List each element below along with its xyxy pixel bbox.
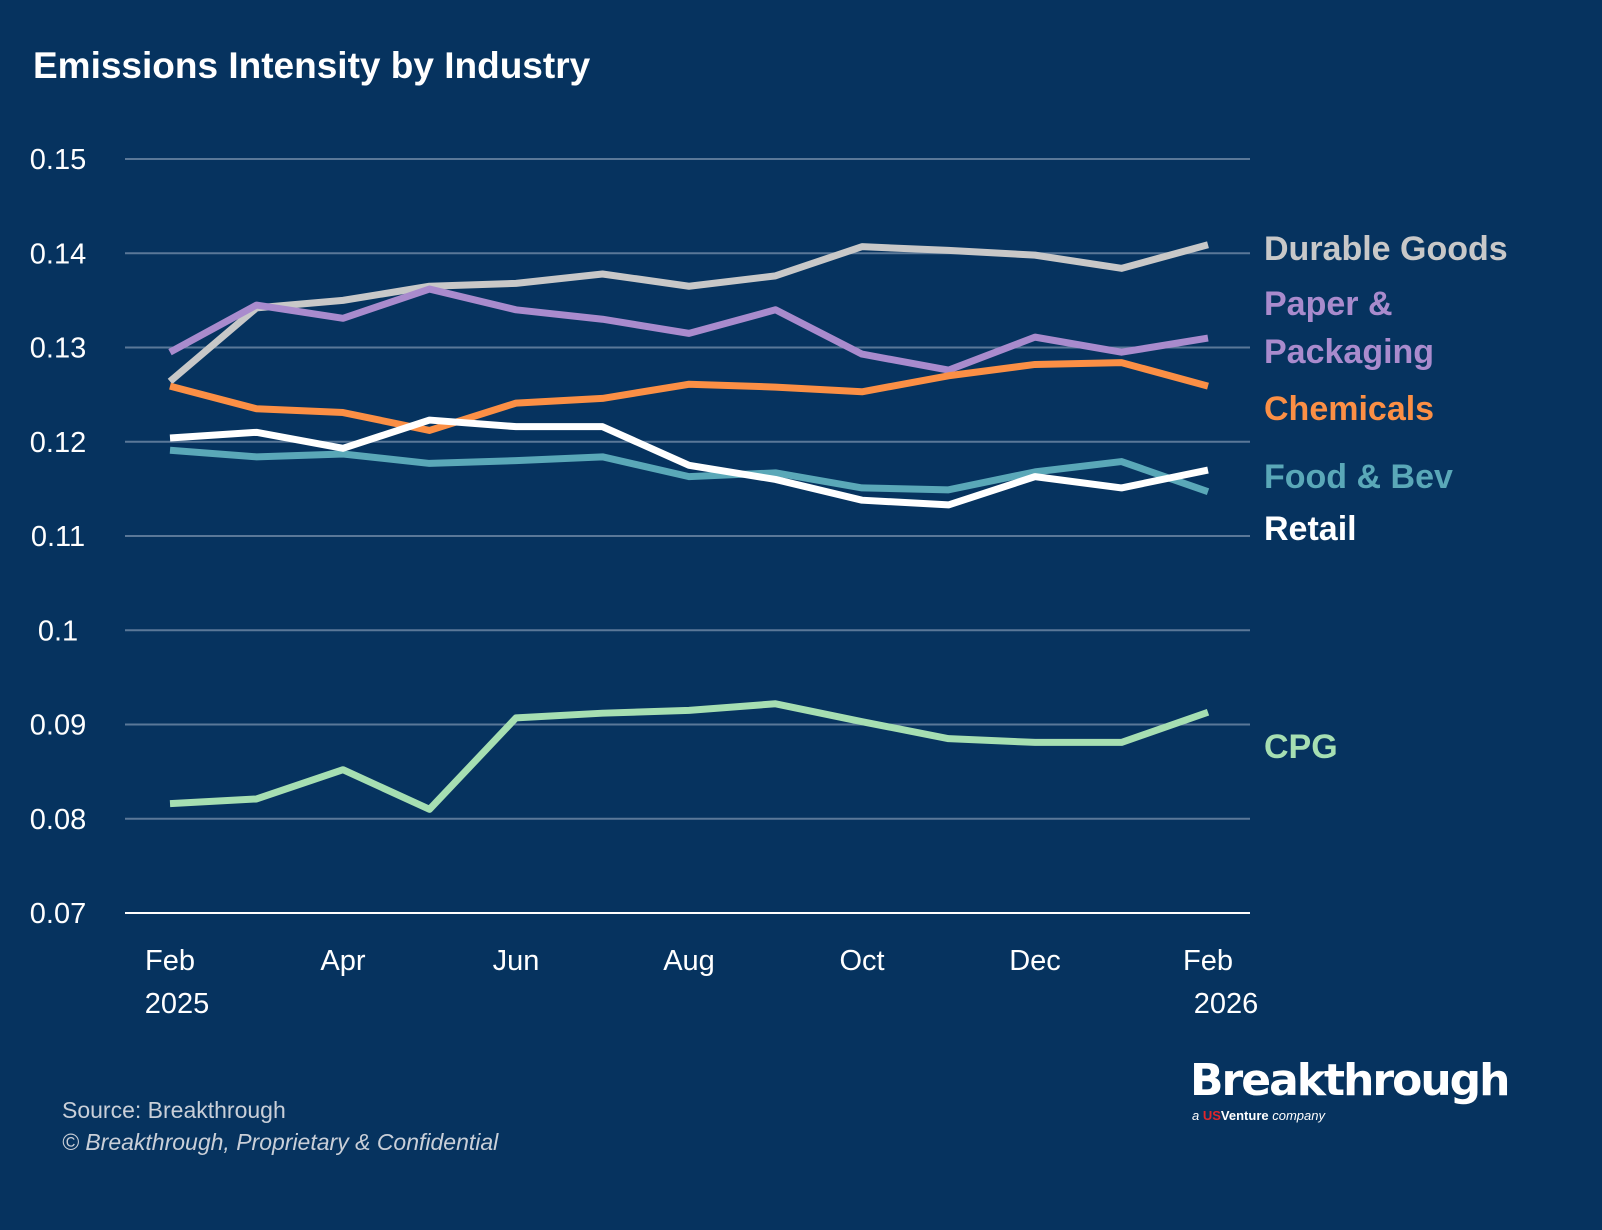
- y-tick-label: 0.08: [30, 804, 86, 836]
- x-tick-label: Aug: [663, 945, 715, 977]
- x-tick-label-year: 2026: [1194, 988, 1259, 1020]
- logo-tagline-prefix: a: [1192, 1108, 1200, 1123]
- series-label: Packaging: [1264, 333, 1434, 371]
- series-line-cpg: [169, 700, 1210, 813]
- y-tick-label: 0.11: [31, 521, 85, 553]
- x-tick-label: Feb: [1183, 945, 1233, 977]
- y-tick-label: 0.1: [38, 615, 78, 647]
- logo-tagline: a USVenture company: [1190, 1108, 1508, 1123]
- logo-tagline-us: US: [1202, 1108, 1221, 1123]
- logo-wordmark: Breakthrough: [1190, 1055, 1510, 1106]
- series-line-retail: [169, 416, 1209, 509]
- x-tick-label: Dec: [1009, 945, 1061, 977]
- y-tick-label: 0.07: [30, 898, 86, 930]
- y-tick-label: 0.14: [30, 238, 86, 270]
- y-tick-label: 0.13: [30, 333, 86, 365]
- y-tick-label: 0.15: [30, 144, 86, 176]
- series-label: Retail: [1264, 510, 1357, 548]
- logo-tagline-suffix: company: [1272, 1108, 1325, 1123]
- series-label: Durable Goods: [1264, 230, 1508, 268]
- y-tick-label: 0.09: [30, 710, 86, 742]
- y-tick-label: 0.12: [30, 427, 86, 459]
- x-tick-label: Apr: [320, 945, 365, 977]
- series-line-food-bev: [169, 446, 1210, 496]
- chart-title: Emissions Intensity by Industry: [33, 45, 591, 86]
- x-tick-label: Oct: [839, 945, 884, 977]
- breakthrough-logo: Breakthrough a USVenture company: [1190, 1055, 1510, 1124]
- x-tick-label-year: 2025: [145, 988, 210, 1020]
- series-label: Paper &: [1264, 285, 1393, 323]
- x-tick-label: Feb: [145, 945, 195, 977]
- copyright-note: © Breakthrough, Proprietary & Confidenti…: [62, 1129, 499, 1155]
- logo-tagline-venture: Venture: [1220, 1108, 1269, 1123]
- series-label: CPG: [1264, 728, 1338, 766]
- series-label: Chemicals: [1264, 390, 1434, 428]
- series-label: Food & Bev: [1264, 458, 1453, 496]
- series-line-chemicals: [169, 359, 1209, 434]
- x-tick-label: Jun: [493, 945, 540, 977]
- source-note: Source: Breakthrough: [62, 1097, 286, 1123]
